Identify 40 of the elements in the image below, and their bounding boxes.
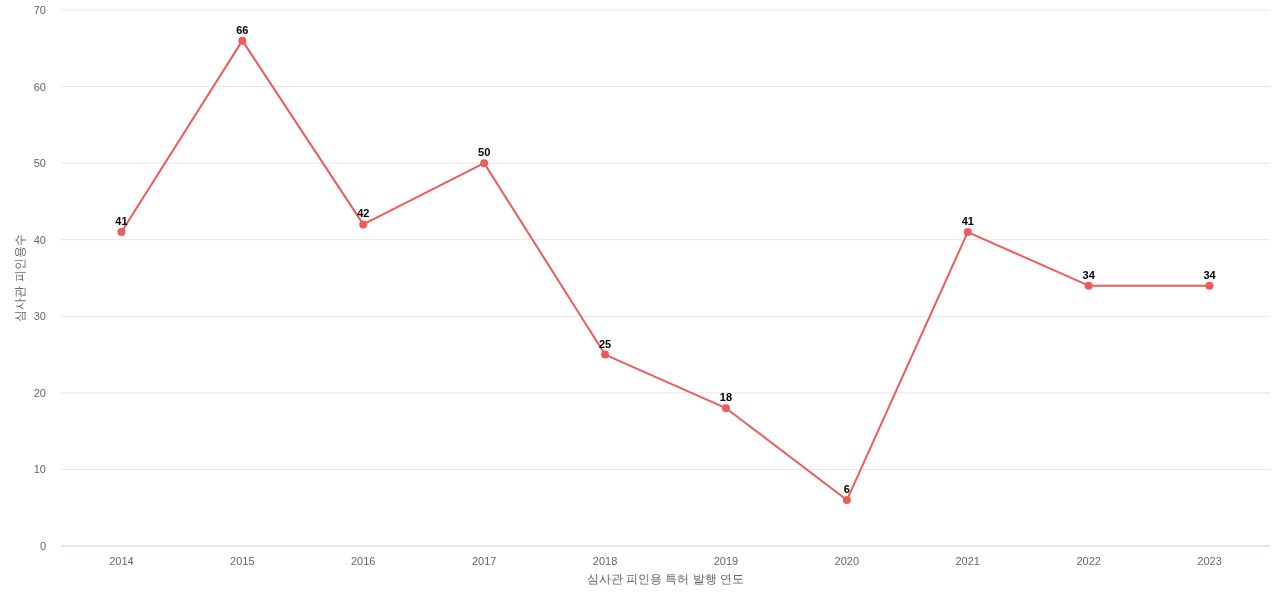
- x-tick-label: 2021: [955, 555, 980, 567]
- y-tick-label: 70: [33, 4, 46, 16]
- data-label: 18: [719, 391, 733, 404]
- x-tick-label: 2018: [592, 555, 618, 567]
- point: [238, 36, 247, 45]
- data-label: 66: [236, 23, 249, 36]
- x-tick-label: 2022: [1076, 555, 1101, 567]
- y-tick-label: 40: [33, 233, 46, 246]
- point: [359, 220, 368, 229]
- x-tick-label: 2016: [351, 555, 376, 567]
- data-label: 6: [843, 483, 850, 496]
- data-label: 42: [357, 207, 370, 220]
- data-label: 34: [1082, 268, 1096, 281]
- y-tick-label: 20: [33, 386, 46, 399]
- x-tick-label: 2020: [834, 555, 860, 567]
- y-tick-label: 60: [33, 80, 46, 93]
- point: [842, 496, 851, 505]
- data-label: 25: [598, 337, 612, 350]
- data-label: 41: [961, 215, 974, 228]
- y-tick-label: 50: [33, 157, 46, 170]
- x-axis-title: 심사관 피인용 특허 발행 연도: [586, 572, 745, 586]
- point: [1205, 281, 1214, 290]
- x-tick-label: 2014: [109, 555, 134, 567]
- data-label: 50: [478, 146, 491, 159]
- data-label: 41: [115, 215, 128, 228]
- y-tick-label: 10: [33, 463, 46, 476]
- x-tick-label: 2017: [471, 555, 497, 567]
- y-tick-label: 0: [39, 540, 46, 552]
- y-axis-title: 심사관 피인용수: [13, 234, 27, 322]
- point: [601, 350, 610, 359]
- point: [1084, 281, 1093, 290]
- point: [117, 228, 126, 237]
- point: [480, 159, 489, 168]
- x-tick-label: 2015: [230, 555, 255, 567]
- point: [721, 404, 730, 413]
- x-tick-label: 2019: [713, 555, 739, 567]
- y-tick-label: 30: [33, 310, 46, 323]
- data-label: 34: [1203, 268, 1217, 281]
- x-tick-label: 2023: [1197, 555, 1222, 567]
- point: [963, 228, 972, 237]
